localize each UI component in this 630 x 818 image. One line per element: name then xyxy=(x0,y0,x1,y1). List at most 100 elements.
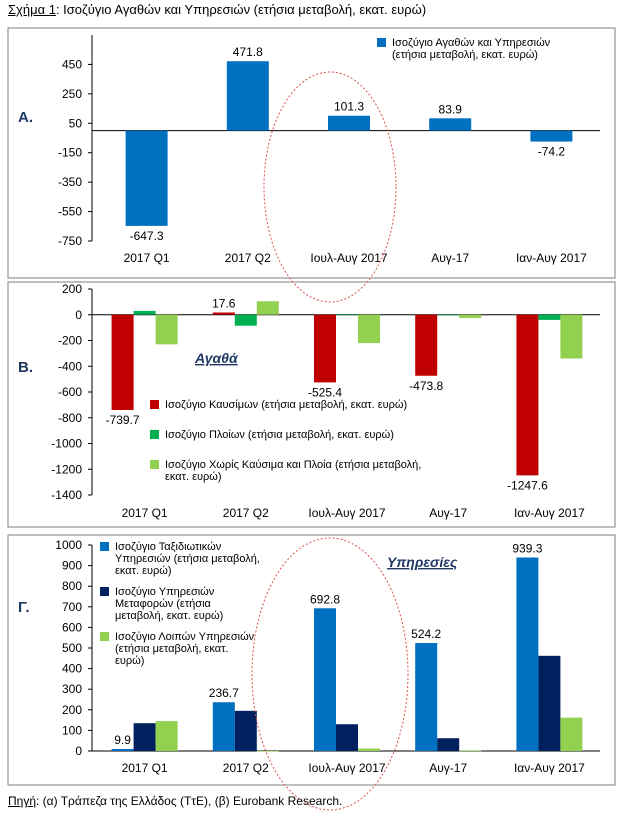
legend-label: Ισοζύγιο Λοιπών Υπηρεσιών xyxy=(115,631,255,643)
bar-2 xyxy=(133,310,156,315)
bar-3 xyxy=(358,314,380,344)
legend-label: Ισοζύγιο Χωρίς Καύσιμα και Πλοία (ετήσια… xyxy=(165,459,421,471)
bar-1 xyxy=(212,312,235,315)
y-tick-label: 500 xyxy=(62,641,82,655)
bar-1 xyxy=(111,314,134,410)
data-label: -74.2 xyxy=(538,145,566,159)
legend-label: εκατ. ευρώ) xyxy=(115,565,172,577)
panel-border xyxy=(7,27,616,279)
category-label: Ιαν-Αυγ 2017 xyxy=(514,761,585,775)
bar-1 xyxy=(111,748,134,751)
bar-1 xyxy=(516,557,539,751)
panel-border xyxy=(7,534,616,786)
bar-1 xyxy=(314,608,336,751)
bar-1 xyxy=(125,130,168,226)
bar-2 xyxy=(234,710,257,751)
y-tick-label: 0 xyxy=(75,744,82,758)
bar-2 xyxy=(133,723,156,751)
legend-swatch xyxy=(150,460,159,469)
legend-label: Ισοζύγιο Καυσίμων (ετήσια μεταβολή, εκατ… xyxy=(165,399,407,411)
bar-1 xyxy=(516,314,539,476)
data-label: 83.9 xyxy=(439,102,463,116)
panel-label: Γ. xyxy=(18,599,30,616)
bar-2 xyxy=(437,738,460,751)
legend-label: Ισοζύγιο Πλοίων (ετήσια μεταβολή, εκατ. … xyxy=(165,429,394,441)
data-label: -647.3 xyxy=(130,229,164,243)
legend-label: μεταβολή, εκατ. ευρώ) xyxy=(115,610,223,622)
bar-3 xyxy=(155,314,178,345)
y-tick-label: -1000 xyxy=(51,437,82,451)
bar-1 xyxy=(314,314,336,383)
data-label: -1247.6 xyxy=(507,478,548,492)
bar-2 xyxy=(336,724,358,751)
category-label: 2017 Q2 xyxy=(223,506,269,520)
bar-3 xyxy=(459,750,482,752)
data-label: 471.8 xyxy=(233,45,263,59)
data-label: 17.6 xyxy=(212,296,236,310)
legend-label: Μεταφορών (ετήσια xyxy=(115,598,212,610)
bar-1 xyxy=(226,61,269,131)
data-label: -525.4 xyxy=(308,385,342,399)
data-label: 939.3 xyxy=(512,542,542,556)
legend-swatch xyxy=(100,632,109,641)
legend-label: Ισοζύγιο Ταξιδιωτικών xyxy=(115,541,222,553)
y-tick-label: 250 xyxy=(62,87,82,101)
bar-3 xyxy=(155,721,178,751)
chart-panel-2: 200 0 -200 -400 -600 -800 -1000 -1200 -1400 2017 … xyxy=(7,281,616,528)
legend-swatch xyxy=(100,587,109,596)
category-label: Αυγ-17 xyxy=(429,506,467,520)
y-tick-label: -350 xyxy=(58,175,82,189)
bar-3 xyxy=(256,301,279,315)
highlight-ellipse-bottom xyxy=(251,537,409,811)
data-label: 692.8 xyxy=(310,592,340,606)
category-label: Ιουλ-Αυγ 2017 xyxy=(310,251,387,265)
panel-label: Β. xyxy=(18,359,33,376)
figure-title-rest: : Ισοζύγιο Αγαθών και Υπηρεσιών (ετήσια … xyxy=(55,2,427,17)
bar-3 xyxy=(459,314,482,318)
y-tick-label: -200 xyxy=(58,334,82,348)
category-label: 2017 Q1 xyxy=(122,506,168,520)
category-label: 2017 Q2 xyxy=(225,251,271,265)
bar-3 xyxy=(358,748,380,751)
panel-annotation: Υπηρεσίες xyxy=(387,554,458,570)
legend-label: εκατ. ευρώ) xyxy=(165,471,222,483)
bar-2 xyxy=(538,314,561,320)
legend-label: (ετήσια μεταβολή, εκατ. xyxy=(115,643,228,655)
y-tick-label: 100 xyxy=(62,723,82,737)
y-tick-label: 300 xyxy=(62,682,82,696)
y-tick-label: 800 xyxy=(62,579,82,593)
category-label: Αυγ-17 xyxy=(429,761,467,775)
category-label: Ιαν-Αυγ 2017 xyxy=(514,506,585,520)
y-tick-label: 1000 xyxy=(55,538,82,552)
y-tick-label: 400 xyxy=(62,662,82,676)
source-note: Πηγή: (α) Τράπεζα της Ελλάδος (ΤτΕ), (β)… xyxy=(8,794,342,808)
bar-1 xyxy=(415,314,438,376)
legend-label: Ισοζύγιο Υπηρεσιών xyxy=(115,586,215,598)
bar-2 xyxy=(538,655,561,751)
legend-label: Υπηρεσιών (ετήσια μεταβολή, xyxy=(115,553,260,565)
legend-swatch xyxy=(377,38,386,47)
bar-1 xyxy=(328,115,370,131)
panel-border xyxy=(7,281,616,528)
category-label: 2017 Q1 xyxy=(122,761,168,775)
y-tick-label: 700 xyxy=(62,600,82,614)
figure-title: Σχήμα 1: Ισοζύγιο Αγαθών και Υπηρεσιών (… xyxy=(8,2,426,17)
bar-2 xyxy=(336,314,358,315)
panel-annotation: Αγαθά xyxy=(194,350,239,366)
legend-label: Ισοζύγιο Αγαθών και Υπηρεσιών xyxy=(392,37,551,49)
chart-panel-1: 450 250 50 -150 -350 -550 -750 2017 Q1 2017 Q2 Ιο… xyxy=(7,27,616,279)
category-label: Ιουλ-Αυγ 2017 xyxy=(308,761,385,775)
category-label: 2017 Q2 xyxy=(223,761,269,775)
bar-2 xyxy=(234,314,257,326)
figure-title-prefix: Σχήμα 1 xyxy=(8,2,56,17)
y-tick-label: 200 xyxy=(62,282,82,296)
y-tick-label: -800 xyxy=(58,411,82,425)
bar-3 xyxy=(256,751,279,752)
y-tick-label: 0 xyxy=(75,308,82,322)
highlight-ellipse-top xyxy=(263,71,397,303)
y-tick-label: 50 xyxy=(69,116,83,130)
category-label: 2017 Q1 xyxy=(124,251,170,265)
y-tick-label: 600 xyxy=(62,620,82,634)
